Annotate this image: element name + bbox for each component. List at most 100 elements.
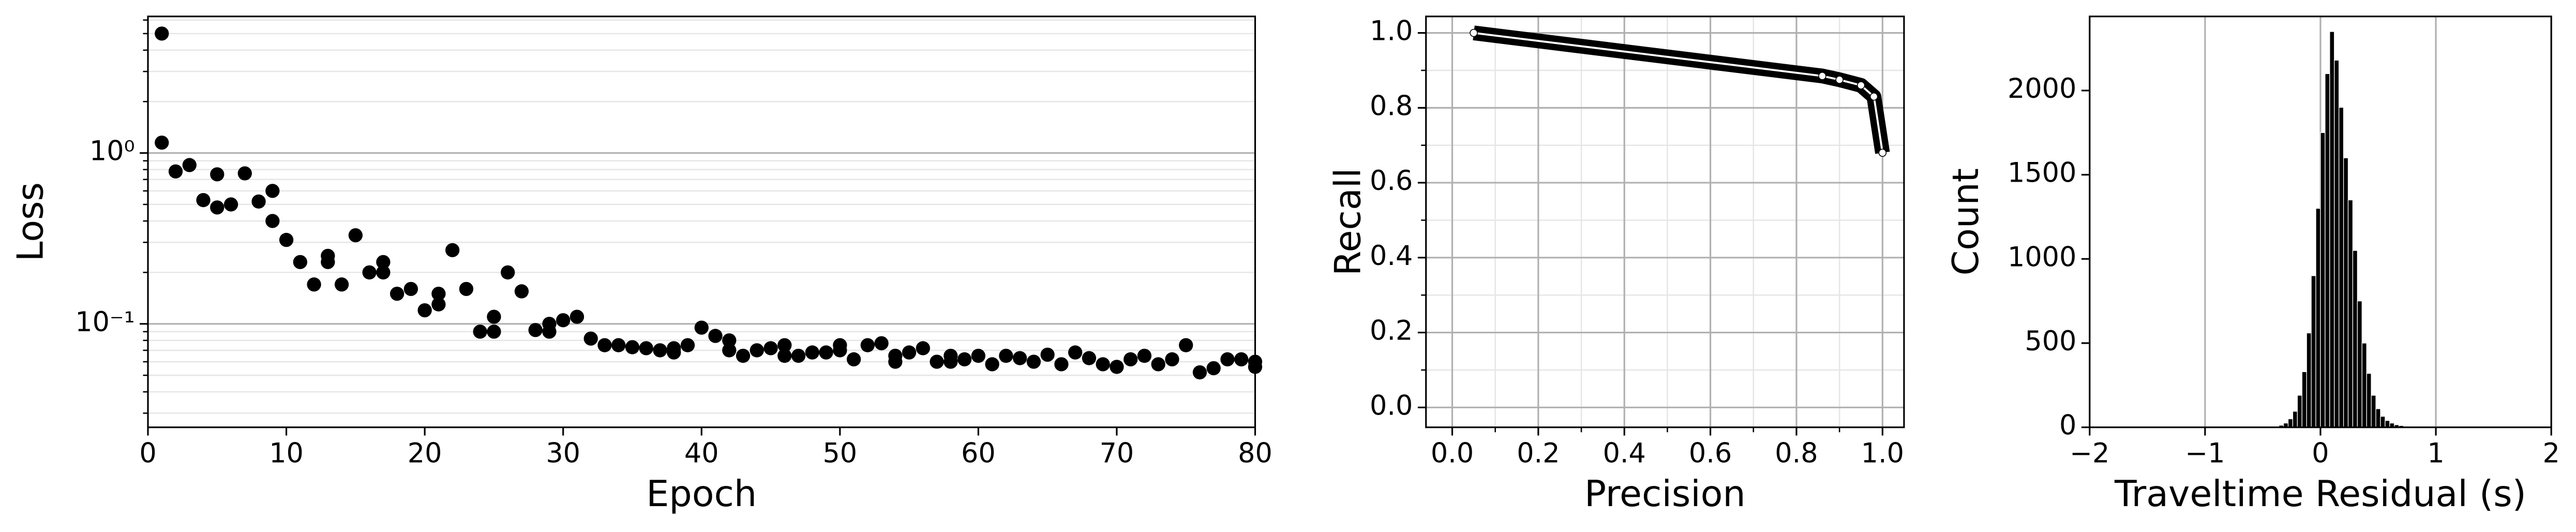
point: [390, 286, 405, 301]
point: [1179, 338, 1193, 352]
point: [1137, 348, 1152, 363]
point: [1220, 352, 1235, 366]
point: [279, 232, 294, 247]
point: [334, 277, 349, 292]
point: [1054, 357, 1069, 372]
point: [348, 228, 363, 243]
point: [293, 255, 307, 270]
x-axis-label: Traveltime Residual (s): [2114, 473, 2526, 515]
bar: [2297, 395, 2302, 428]
y-tick-label: 1500: [2008, 157, 2076, 189]
point: [431, 297, 446, 312]
point: [1124, 352, 1138, 366]
x-tick-label: 1: [2427, 438, 2444, 469]
point: [639, 341, 653, 356]
point: [653, 343, 667, 358]
point: [487, 324, 501, 339]
point: [846, 352, 861, 366]
point: [860, 338, 875, 352]
x-tick-label: 0.8: [1775, 438, 1818, 469]
point: [182, 158, 197, 172]
point: [417, 303, 432, 318]
bar: [2380, 416, 2386, 428]
x-tick-label: 30: [546, 438, 580, 469]
y-tick-label: 0: [2059, 410, 2076, 441]
x-tick-label: −1: [2185, 438, 2225, 469]
point: [1096, 357, 1110, 372]
point: [265, 184, 280, 198]
point: [376, 265, 391, 280]
x-tick-label: 20: [408, 438, 442, 469]
plot-frame: [1425, 16, 1905, 428]
bar: [2339, 107, 2344, 428]
y-tick-label: 500: [2025, 326, 2076, 357]
point: [902, 345, 917, 360]
point: [999, 348, 1013, 363]
bar: [2366, 373, 2372, 428]
point: [237, 166, 252, 181]
point: [611, 338, 626, 352]
point: [265, 214, 280, 228]
x-tick-label: 0.2: [1517, 438, 1560, 469]
point: [155, 135, 169, 150]
point: [736, 348, 751, 363]
point: [501, 265, 515, 280]
point: [777, 338, 792, 352]
bar: [2347, 199, 2354, 428]
point: [155, 26, 169, 41]
bar: [2334, 60, 2340, 428]
bar: [2371, 395, 2376, 428]
point: [1192, 365, 1207, 380]
point: [763, 341, 778, 356]
point: [1068, 345, 1083, 360]
bar: [2352, 250, 2358, 428]
y-tick-label: 1000: [2008, 241, 2076, 273]
point: [556, 313, 571, 328]
point: [528, 323, 543, 337]
x-tick-label: 50: [822, 438, 857, 469]
point: [473, 324, 487, 339]
bar: [2385, 420, 2390, 428]
bar: [2301, 371, 2307, 428]
point: [1026, 354, 1041, 369]
y-tick-label: 10⁰: [89, 136, 135, 167]
point: [694, 320, 709, 335]
point: [791, 348, 806, 363]
x-tick-label: −2: [2070, 438, 2109, 469]
point: [487, 309, 501, 324]
bar: [2320, 132, 2326, 428]
y-tick-label: 1.0: [1370, 16, 1413, 47]
point: [445, 243, 460, 258]
point: [1234, 352, 1249, 366]
x-tick-label: 0.4: [1603, 438, 1646, 469]
point: [1206, 361, 1221, 376]
marker: [1856, 81, 1865, 90]
marker: [1835, 76, 1844, 84]
bar: [2357, 301, 2362, 428]
x-tick-label: 0.0: [1431, 438, 1474, 469]
x-tick-label: 0: [139, 438, 156, 469]
point: [210, 200, 224, 215]
point: [708, 329, 723, 343]
point: [168, 164, 183, 179]
x-tick-label: 2: [2543, 438, 2560, 469]
bar: [2287, 418, 2294, 428]
point: [459, 282, 474, 297]
pr-curve-inner: [1473, 32, 1884, 153]
x-tick-label: 1.0: [1861, 438, 1904, 469]
y-tick-label: 10⁻¹: [75, 306, 134, 338]
x-axis-label: Epoch: [646, 473, 757, 515]
bar: [2375, 408, 2381, 428]
point: [514, 284, 529, 299]
point: [1012, 351, 1027, 365]
point: [874, 336, 889, 350]
point: [750, 343, 764, 358]
marker: [1470, 28, 1478, 37]
x-tick-label: 10: [269, 438, 304, 469]
point: [833, 338, 847, 352]
point: [223, 197, 238, 212]
y-tick-label: 0.4: [1370, 240, 1413, 272]
x-tick-label: 60: [961, 438, 996, 469]
x-tick-label: 0: [2312, 438, 2329, 469]
